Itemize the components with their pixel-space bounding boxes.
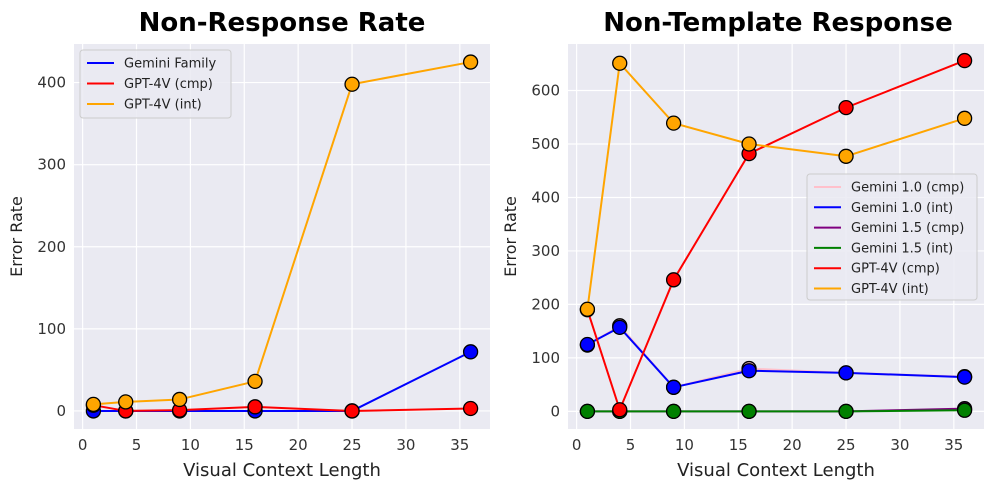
x-tick-label: 15 [729,436,748,454]
x-tick-label: 20 [783,436,802,454]
data-point-gemini-1-0-int [956,369,973,385]
legend-label: GPT-4V (cmp) [124,77,213,92]
legend-label: Gemini 1.0 (cmp) [851,181,964,196]
y-axis-label: Error Rate [501,196,520,277]
data-point-gemini-1-5-int [579,403,596,420]
data-point-gemini-1-5-int [665,403,682,420]
y-tick-label: 0 [550,402,560,420]
y-tick-label: 0 [56,402,66,420]
x-tick-label: 20 [289,436,308,454]
y-tick-label: 200 [37,238,66,256]
data-point-gemini-1-5-int [956,402,973,418]
data-point-gemini-1-0-int [665,379,682,395]
series-line-gemini-1-5-int [587,409,965,413]
chart-panel-2: 0 5 10 15 20 25 30 35 0 100 200 300 400 500 600 Non-Tem… [501,8,984,481]
data-point-gemini-family [462,344,479,360]
data-point-gpt-4v-int [612,55,628,71]
x-tick-label: 25 [837,436,856,454]
data-point-gemini-1-5-int [838,403,854,420]
x-tick-label: 30 [396,436,415,454]
series-line-gpt-4v-cmp [586,59,965,411]
x-tick-label: 30 [890,436,909,454]
x-tick-label: 5 [132,436,142,454]
series-line-gpt-4v-int [586,62,965,310]
data-point-gpt-4v-int [118,394,134,410]
x-tick-label: 35 [944,436,963,454]
x-tick-label: 35 [450,436,469,454]
x-tick-label: 0 [572,436,582,454]
data-point-gemini-1-5-int [741,403,757,420]
legend: Gemini Family GPT-4V (cmp) GPT-4V (int) [79,49,232,119]
data-point-gpt-4v-int [956,110,973,126]
legend: Gemini 1.0 (cmp) Gemini 1.0 (int) Gemini 1… [806,173,978,301]
legend-box [806,173,978,301]
data-point-gpt-4v-int [579,301,596,317]
data-point-gpt-4v-cmp [838,99,854,116]
legend-label: GPT-4V (int) [124,98,202,113]
x-tick-label: 15 [235,436,254,454]
chart-title: Non-Template Response [603,8,953,38]
legend-label: Gemini 1.0 (int) [851,201,953,216]
data-point-gpt-4v-int [665,115,682,131]
data-point-gpt-4v-int [344,76,360,92]
y-tick-label: 600 [531,82,560,100]
y-axis-label: Error Rate [7,196,26,277]
data-point-gpt-4v-cmp [612,402,628,418]
data-point-gemini-1-0-int [741,363,757,379]
y-tick-label: 300 [37,156,66,174]
y-tick-label: 300 [531,242,560,260]
legend-label: Gemini 1.5 (int) [851,241,953,256]
data-point-gpt-4v-cmp [462,400,479,417]
x-tick-label: 10 [181,436,200,454]
data-point-gpt-4v-int [741,136,757,152]
x-tick-label: 10 [675,436,694,454]
y-tick-label: 400 [531,188,560,206]
data-point-gpt-4v-int [247,373,263,390]
y-tick-label: 100 [37,320,66,338]
legend-label: GPT-4V (int) [851,282,929,297]
data-point-gpt-4v-int [838,148,854,164]
data-point-gemini-1-0-int [612,319,628,336]
legend-label: Gemini 1.5 (cmp) [851,221,964,236]
x-axis-label: Visual Context Length [677,460,875,481]
data-point-gpt-4v-cmp [956,52,973,69]
x-axis-label: Visual Context Length [183,460,381,481]
legend-label: GPT-4V (cmp) [851,262,940,277]
data-point-gpt-4v-cmp [665,272,682,288]
x-tick-label: 0 [78,436,88,454]
x-tick-label: 5 [626,436,636,454]
y-tick-label: 100 [531,349,560,367]
chart-title: Non-Response Rate [139,8,426,38]
data-point-gemini-1-0-int [579,336,596,353]
chart-panel-1: 0 5 10 15 20 25 30 35 0 100 200 300 400 Non-Response … [7,8,490,481]
data-point-gpt-4v-cmp [344,403,360,419]
data-point-gpt-4v-cmp [247,399,263,415]
data-point-gpt-4v-int [85,396,102,413]
data-point-gemini-1-0-int [838,365,854,381]
y-tick-label: 400 [37,74,66,92]
data-point-gpt-4v-int [171,391,188,408]
x-tick-label: 25 [343,436,362,454]
y-tick-label: 200 [531,295,560,313]
y-tick-label: 500 [531,135,560,153]
data-point-gpt-4v-int [462,54,479,70]
legend-label: Gemini Family [124,57,216,72]
legend-box [79,49,232,119]
